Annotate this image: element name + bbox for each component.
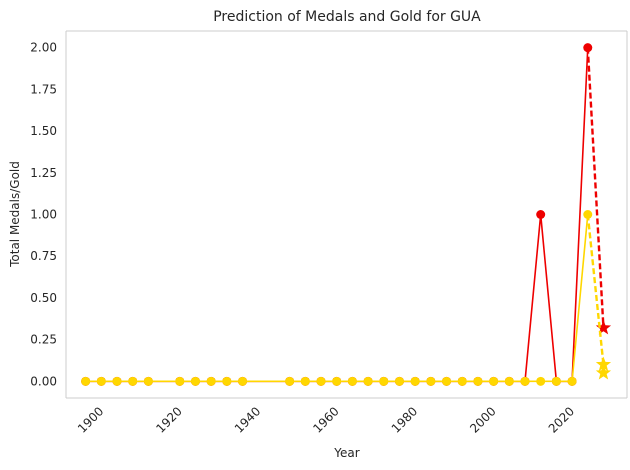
- y-tick-label: 2.00: [30, 41, 57, 55]
- gold-point: [316, 376, 326, 386]
- gold-point: [143, 376, 153, 386]
- gold-point: [504, 376, 514, 386]
- x-tick-label: 1900: [75, 404, 106, 435]
- gold-point: [222, 376, 232, 386]
- y-tick-label: 1.25: [30, 166, 57, 180]
- gold-point: [190, 376, 200, 386]
- x-tick-label: 1960: [310, 404, 341, 435]
- gold-point: [175, 376, 185, 386]
- y-axis-label: Total Medals/Gold: [8, 161, 22, 268]
- total_medals-point: [536, 210, 546, 219]
- series-layer: [81, 43, 612, 386]
- gold-prediction-star: [595, 356, 612, 372]
- gold-point: [551, 376, 561, 386]
- gold-point: [81, 376, 91, 386]
- y-tick-label: 0.50: [30, 291, 57, 305]
- gold-point: [128, 376, 138, 386]
- gold-prediction-line: [586, 214, 605, 365]
- y-tick-label: 0.25: [30, 333, 57, 347]
- chart-title: Prediction of Medals and Gold for GUA: [213, 9, 481, 25]
- x-tick-label: 1980: [389, 404, 420, 435]
- gold-point: [520, 376, 530, 386]
- gold-point: [285, 376, 295, 386]
- gold-point: [489, 376, 499, 386]
- y-axis-ticks: 0.00 0.25 0.50 0.75 1.00 1.25 1.50 1.75 2.00: [30, 41, 57, 389]
- x-tick-label: 2020: [546, 404, 577, 435]
- total_medals-prediction-star: [595, 319, 612, 335]
- gold-point: [442, 376, 452, 386]
- gold-point: [394, 376, 404, 386]
- gold-point: [112, 376, 122, 386]
- x-tick-label: 1940: [232, 404, 263, 435]
- gold-point: [583, 210, 593, 219]
- y-tick-label: 0.75: [30, 249, 57, 263]
- y-tick-label: 1.50: [30, 124, 57, 138]
- x-axis-ticks: 1900 1920 1940 1960 1980 2000 2020: [75, 404, 577, 435]
- y-tick-label: 1.00: [30, 208, 57, 222]
- gold-prediction-star: [595, 364, 612, 380]
- gold-point: [410, 376, 420, 386]
- gold-point: [300, 376, 310, 386]
- x-tick-label: 2000: [467, 404, 498, 435]
- y-tick-label: 1.75: [30, 82, 57, 96]
- total_medals-point: [583, 43, 593, 53]
- gold-point: [363, 376, 373, 386]
- gold-point: [347, 376, 357, 386]
- x-tick-label: 1920: [153, 404, 184, 435]
- gold-point: [567, 376, 577, 386]
- gold-point: [96, 376, 106, 386]
- gold-point: [206, 376, 216, 386]
- x-axis-label: Year: [333, 446, 359, 460]
- gold-point: [473, 376, 483, 386]
- gold-point: [457, 376, 467, 386]
- series-gold: [81, 210, 612, 386]
- plot-background: [66, 31, 627, 398]
- y-tick-label: 0.00: [30, 374, 57, 388]
- gold-point: [238, 376, 248, 386]
- gold-point: [426, 376, 436, 386]
- gold-point: [332, 376, 342, 386]
- gold-point: [536, 376, 546, 386]
- gold-point: [379, 376, 389, 386]
- plot-frame: [65, 30, 628, 399]
- total_medals-prediction-line: [586, 47, 605, 329]
